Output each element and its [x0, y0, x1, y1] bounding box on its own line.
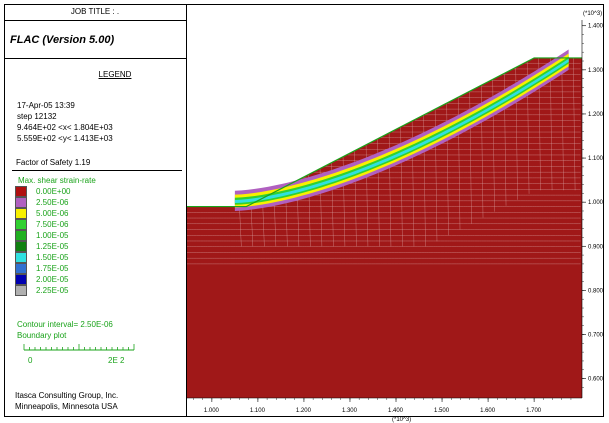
- legend-item: 2.25E-05: [15, 285, 70, 296]
- soil-body: [187, 57, 582, 398]
- boundary-plot-label: Boundary plot: [17, 331, 67, 340]
- legend-label: 1.50E-05: [36, 253, 69, 262]
- mesh-col: [561, 57, 564, 191]
- legend-swatch: [15, 186, 27, 197]
- legend-label: 1.25E-05: [36, 242, 69, 251]
- legend-swatch: [15, 208, 27, 219]
- legend-swatches: 0.00E+00 2.50E-06 5.00E-06 7.50E-06 1.00E-05…: [15, 186, 70, 296]
- legend-item: 7.50E-06: [15, 219, 70, 230]
- y-range: 5.559E+02 <y< 1.413E+03: [17, 134, 113, 143]
- legend-label: 2.50E-06: [36, 198, 69, 207]
- legend-swatch: [15, 197, 27, 208]
- legend-label: 2.25E-05: [36, 286, 69, 295]
- program-title: FLAC (Version 5.00): [4, 21, 186, 59]
- legend-item: 0.00E+00: [15, 186, 70, 197]
- boundary-line: [187, 57, 582, 208]
- contour-interval: Contour interval= 2.50E-06: [17, 320, 113, 329]
- soil-region: [187, 57, 582, 398]
- slope-plot: [187, 20, 582, 398]
- legend-label: 7.50E-06: [36, 220, 69, 229]
- step-count: step 12132: [17, 112, 57, 121]
- scale-left-label: 0: [28, 356, 33, 365]
- legend-title: LEGEND: [98, 70, 132, 79]
- legend-item: 1.00E-05: [15, 230, 70, 241]
- company-line-1: Itasca Consulting Group, Inc.: [15, 391, 119, 400]
- date-time: 17-Apr-05 13:39: [17, 101, 75, 110]
- company-line-2: Minneapolis, Minnesota USA: [15, 402, 118, 411]
- legend-heading: LEGEND: [4, 70, 186, 79]
- legend-swatch: [15, 252, 27, 263]
- legend-swatch: [15, 274, 27, 285]
- scale-bar: 0 2E 2: [22, 344, 142, 371]
- legend-item: 2.00E-05: [15, 274, 70, 285]
- run-info: 17-Apr-05 13:39 step 12132 9.464E+02 <x<…: [17, 100, 113, 144]
- mesh-col: [239, 206, 242, 247]
- legend-swatch: [15, 263, 27, 274]
- legend-swatch: [15, 241, 27, 252]
- legend-swatch: [15, 285, 27, 296]
- band-yellow: [234, 53, 569, 208]
- x-range: 9.464E+02 <x< 1.804E+03: [17, 123, 113, 132]
- legend-label: 2.00E-05: [36, 275, 69, 284]
- legend-item: 1.75E-05: [15, 263, 70, 274]
- legend-swatch: [15, 219, 27, 230]
- legend-item: 2.50E-06: [15, 197, 70, 208]
- scale-bar-graphic: 0 2E 2: [23, 344, 135, 365]
- legend-swatch: [15, 230, 27, 241]
- factor-of-safety: Factor of Safety 1.19: [16, 158, 91, 167]
- legend-label: 1.75E-05: [36, 264, 69, 273]
- legend-label: 5.00E-06: [36, 209, 69, 218]
- x-multiplier: (*10^3): [392, 417, 411, 423]
- legend-label: 0.00E+00: [36, 187, 71, 196]
- mesh-col: [250, 204, 254, 247]
- divider: [12, 170, 182, 171]
- shear-label: Max. shear strain-rate: [18, 176, 96, 185]
- company-info: Itasca Consulting Group, Inc. Minneapoli…: [15, 390, 118, 412]
- legend-panel: JOB TITLE : . FLAC (Version 5.00) LEGEND…: [4, 4, 187, 417]
- legend-label: 1.00E-05: [36, 231, 69, 240]
- mesh-col: [573, 57, 576, 191]
- legend-item: 5.00E-06: [15, 208, 70, 219]
- scale-right-label: 2E 2: [108, 356, 125, 365]
- legend-item: 1.50E-05: [15, 252, 70, 263]
- legend-item: 1.25E-05: [15, 241, 70, 252]
- job-title: JOB TITLE : .: [4, 4, 186, 21]
- surface-boundary: [187, 57, 582, 208]
- plot-frame: [4, 4, 604, 417]
